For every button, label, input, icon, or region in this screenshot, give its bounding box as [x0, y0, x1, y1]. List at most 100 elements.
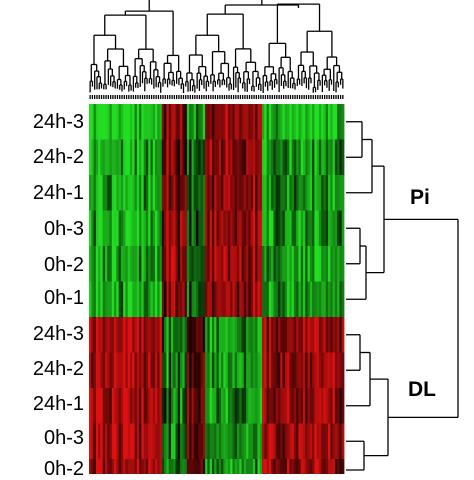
heatmap-cell — [243, 423, 247, 460]
heatmap-cell — [182, 317, 186, 353]
heatmap-cell — [239, 175, 242, 211]
heatmap-cell — [111, 459, 115, 480]
heatmap-cell — [205, 175, 208, 211]
heatmap-cell — [230, 175, 233, 211]
heatmap-cell — [241, 139, 245, 176]
heatmap-cell — [305, 352, 308, 389]
heatmap-cell — [186, 175, 190, 211]
heatmap-cell — [296, 139, 299, 176]
heatmap-cell — [230, 352, 233, 389]
heatmap-cell — [139, 175, 142, 211]
heatmap-cell — [189, 281, 192, 318]
heatmap-cell — [123, 281, 126, 318]
heatmap-cell — [116, 104, 119, 140]
heatmap-cell — [332, 104, 336, 140]
heatmap-cell — [184, 459, 188, 480]
heatmap-cell — [193, 352, 197, 389]
heatmap-cell — [284, 104, 288, 140]
heatmap-cell — [141, 281, 145, 318]
heatmap-cell — [339, 210, 343, 247]
heatmap-cell — [145, 423, 149, 460]
heatmap-cell — [296, 175, 299, 211]
heatmap-cell — [234, 139, 238, 176]
heatmap-cell — [287, 246, 290, 282]
heatmap-cell — [318, 317, 322, 353]
heatmap-cell — [221, 317, 224, 353]
heatmap-cell — [334, 246, 338, 282]
heatmap-cell — [95, 210, 99, 247]
heatmap-cell — [191, 104, 195, 140]
heatmap-cell — [214, 459, 217, 480]
heatmap-cell — [225, 352, 229, 389]
heatmap-cell — [200, 175, 204, 211]
heatmap-cell — [234, 104, 238, 140]
heatmap-cell — [93, 423, 97, 460]
heatmap-cell — [186, 139, 190, 176]
heatmap-cell — [257, 281, 261, 318]
heatmap-cell — [330, 175, 334, 211]
heatmap-cell — [230, 317, 233, 353]
heatmap-cell — [129, 210, 133, 247]
heatmap-cell — [262, 317, 265, 353]
heatmap-cell — [211, 388, 215, 424]
heatmap-cell — [257, 175, 261, 211]
heatmap-cell — [339, 246, 343, 282]
heatmap-cell — [211, 246, 215, 282]
heatmap-cell — [312, 210, 315, 247]
heatmap-cell — [159, 210, 163, 247]
heatmap-cell — [157, 388, 160, 424]
heatmap-cell — [152, 459, 156, 480]
heatmap-cell — [107, 423, 110, 460]
heatmap-cell — [114, 175, 117, 211]
heatmap-cell — [114, 139, 117, 176]
heatmap-cell — [141, 175, 145, 211]
heatmap-cell — [186, 352, 190, 389]
heatmap-cell — [307, 317, 311, 353]
heatmap-cell — [218, 281, 222, 318]
heatmap-cell — [339, 352, 343, 389]
heatmap-cell — [200, 352, 204, 389]
heatmap-cell — [323, 210, 327, 247]
heatmap-cell — [136, 175, 140, 211]
row-label-24h-1-pi: 24h-1 — [32, 182, 84, 204]
heatmap-cell — [318, 352, 322, 389]
heatmap-cell — [148, 104, 151, 140]
heatmap-cell — [314, 246, 318, 282]
heatmap-cell — [211, 423, 215, 460]
heatmap-cell — [180, 104, 183, 140]
heatmap-cell — [109, 423, 113, 460]
heatmap-cell — [227, 246, 231, 282]
heatmap-cell — [330, 281, 334, 318]
heatmap-cell — [239, 423, 242, 460]
heatmap-cell — [116, 246, 119, 282]
heatmap-cell — [309, 139, 313, 176]
heatmap-cell — [132, 317, 135, 353]
heatmap-cell — [150, 104, 154, 140]
heatmap-cell — [139, 281, 142, 318]
heatmap-cell — [202, 388, 206, 424]
heatmap-cell — [259, 246, 263, 282]
heatmap-cell — [264, 317, 267, 353]
heatmap-cell — [282, 104, 286, 140]
heatmap-cell — [289, 388, 293, 424]
heatmap-cell — [287, 210, 290, 247]
heatmap-cell — [193, 423, 197, 460]
heatmap-cell — [209, 317, 213, 353]
heatmap-cell — [230, 246, 233, 282]
heatmap-cell — [100, 459, 104, 480]
heatmap-cell — [291, 352, 295, 389]
heatmap-cell — [143, 175, 147, 211]
heatmap-cell — [234, 175, 238, 211]
heatmap-cell — [330, 317, 334, 353]
heatmap-cell — [298, 317, 302, 353]
heatmap-cell — [339, 317, 343, 353]
heatmap-cell — [114, 423, 117, 460]
heatmap-cell — [196, 459, 199, 480]
heatmap-cell — [325, 423, 329, 460]
heatmap-cell — [114, 352, 117, 389]
heatmap-cell — [243, 459, 247, 480]
heatmap-cell — [100, 139, 104, 176]
heatmap-cell — [120, 352, 124, 389]
heatmap-cell — [332, 459, 336, 480]
heatmap-cell — [271, 281, 274, 318]
